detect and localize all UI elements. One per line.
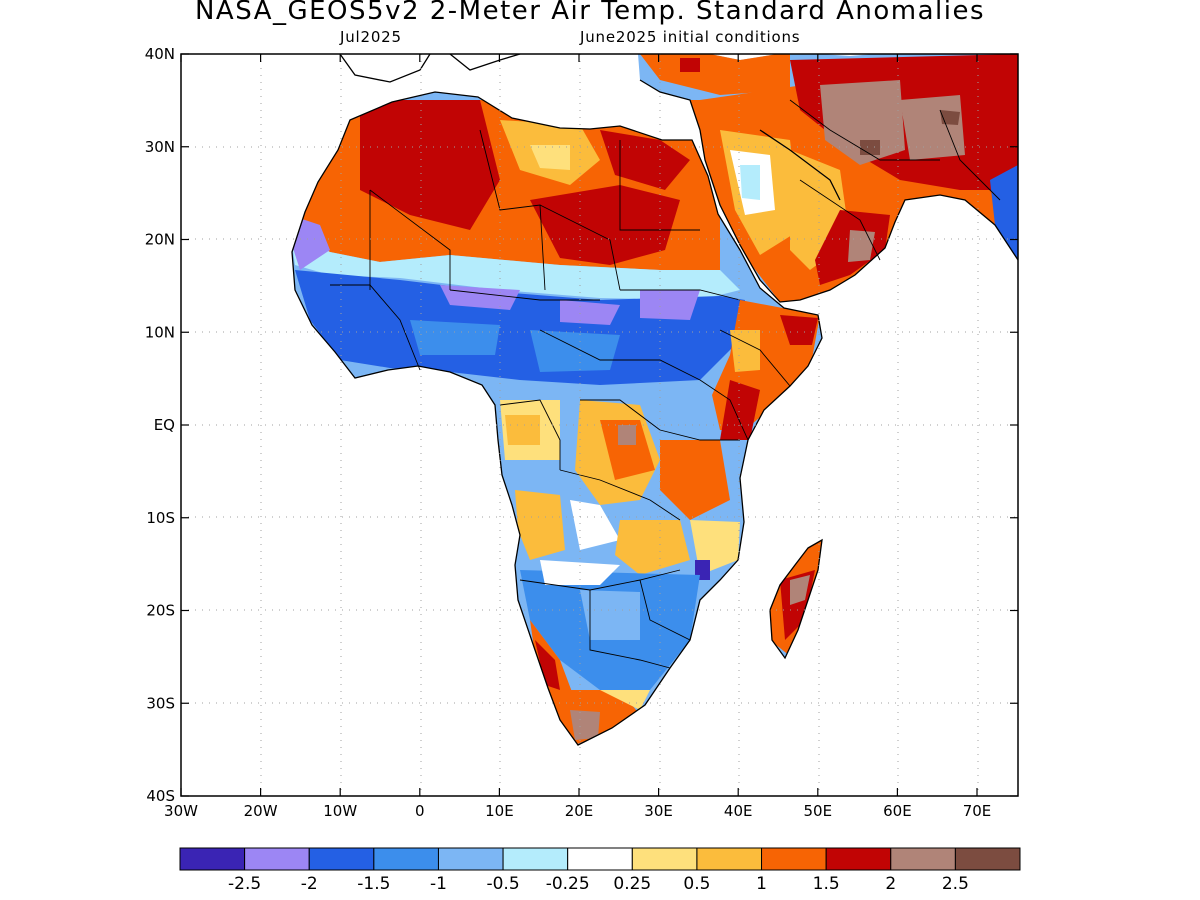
colorbar-swatch [244,847,310,871]
colorbar-swatch [567,847,633,871]
colorbar-swatch [179,847,246,871]
colorbar-swatch [437,847,504,871]
lat-label: 30S [146,694,175,712]
colorbar-label: -1 [430,874,447,894]
lat-label: 10N [145,323,175,341]
colorbar-label: 1.5 [813,874,840,894]
lat-label: EQ [154,416,175,434]
graticule [181,54,1018,796]
lon-label: 10E [485,802,514,820]
colorbar-label: 2.5 [942,874,969,894]
lon-label: 60E [883,802,912,820]
colorbar: -2.5 -2 -1.5 -1 -0.5 -0.25 0.25 0.5 1 1.5 2 2.5 [179,847,1021,894]
lat-label: 40S [146,787,175,805]
lat-label: 30N [145,138,175,156]
colorbar-swatch [696,847,763,871]
colorbar-label: 0.5 [683,874,710,894]
colorbar-swatch [373,847,439,871]
lon-label: 30W [164,802,198,820]
lat-label: 20N [145,231,175,249]
lon-label: 70E [963,802,992,820]
lat-label: 40N [145,45,175,63]
colorbar-label: -2 [301,874,318,894]
colorbar-label: -1.5 [357,874,390,894]
colorbar-label: -2.5 [228,874,261,894]
lon-label: 50E [804,802,833,820]
map-title: NASA_GEOS5v2 2-Meter Air Temp. Standard … [194,0,986,26]
colorbar-label: -0.25 [546,874,590,894]
lon-label: 20W [244,802,278,820]
coastlines [291,54,1018,746]
colorbar-swatch [954,847,1021,871]
colorbar-swatch [631,847,698,871]
initial-conditions: June2025 initial conditions [580,28,801,46]
colorbar-swatch [502,847,569,871]
lon-label: 40E [724,802,753,820]
colorbar-label: 0.25 [613,874,651,894]
colorbar-swatch [308,847,375,871]
colorbar-label: -0.5 [486,874,519,894]
latitude-axis: 40N 30N 20N 10N EQ 10S 20S 30S 40S [145,45,1018,805]
colorbar-swatch [761,847,827,871]
longitude-axis: 30W 20W 10W 0 10E 20E 30E 40E 50E 60E 70E [164,54,991,820]
colorbar-swatch [890,847,956,871]
lon-label: 10W [323,802,357,820]
lon-label: 30E [644,802,673,820]
colorbar-label: 2 [885,874,896,894]
colorbar-swatch [825,847,892,871]
forecast-month: Jul2025 [340,28,402,46]
lon-label: 20E [565,802,594,820]
lat-label: 20S [146,602,175,620]
lat-label: 10S [146,509,175,527]
colorbar-label: 1 [756,874,767,894]
country-borders [330,99,1001,669]
lon-label: 0 [415,802,425,820]
